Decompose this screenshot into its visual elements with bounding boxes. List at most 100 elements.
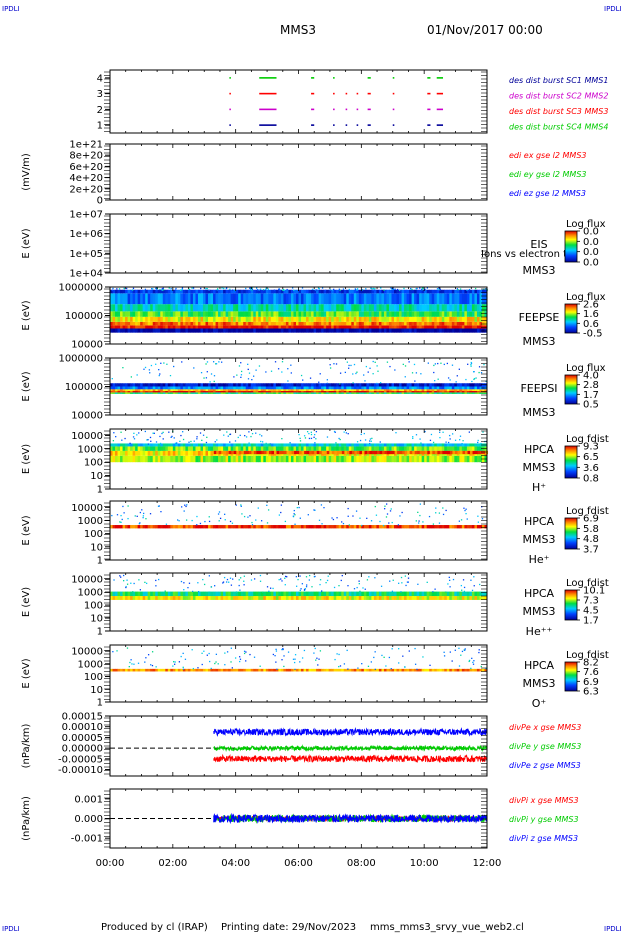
heatmap-cell (213, 446, 216, 451)
heatmap-cell (394, 443, 397, 447)
heatmap-speckle (112, 440, 115, 442)
heatmap-cell (469, 311, 473, 317)
heatmap-cell (313, 304, 317, 312)
heatmap-speckle (356, 289, 358, 291)
heatmap-cell (290, 293, 294, 305)
heatmap-speckle (391, 288, 394, 291)
heatmap-cell (180, 325, 184, 329)
heatmap-cell (424, 392, 428, 394)
heatmap-cell (373, 446, 377, 451)
heatmap-cell (401, 321, 405, 326)
heatmap-speckle (238, 579, 240, 581)
heatmap-cell (175, 289, 179, 294)
heatmap-cell (474, 328, 478, 333)
heatmap-cell (238, 668, 242, 672)
ytick-label: 100 (84, 601, 103, 612)
heatmap-speckle (218, 361, 220, 363)
heatmap-cell (396, 390, 400, 393)
heatmap-cell (441, 443, 445, 447)
heatmap-cell (167, 321, 171, 326)
heatmap-speckle (292, 515, 295, 517)
instrument-label: FEEPSE (519, 311, 560, 324)
heatmap-speckle (446, 362, 449, 365)
heatmap-cell (167, 455, 171, 463)
heatmap-cell (160, 392, 164, 394)
heatmap-cell (240, 304, 244, 312)
heatmap-speckle (420, 373, 422, 375)
heatmap-speckle (372, 289, 374, 291)
heatmap-cell (288, 328, 292, 333)
heatmap-cell (223, 596, 227, 600)
heatmap-cell (218, 389, 221, 391)
heatmap-cell (243, 311, 247, 317)
heatmap-cell (386, 316, 390, 322)
heatmap-cell (130, 446, 134, 451)
heatmap-cell (278, 389, 282, 391)
heatmap-cell (268, 316, 272, 322)
burst-segment-2 (229, 108, 231, 111)
heatmap-cell (439, 389, 443, 391)
heatmap-cell (446, 293, 450, 305)
heatmap-speckle (133, 438, 136, 440)
heatmap-cell (255, 304, 259, 312)
heatmap-cell (210, 392, 214, 394)
heatmap-cell (187, 383, 191, 387)
heatmap-speckle (314, 575, 316, 578)
heatmap-cell (255, 389, 259, 391)
heatmap-cell (120, 596, 123, 600)
heatmap-cell (399, 596, 402, 600)
heatmap-speckle (203, 583, 206, 586)
heatmap-cell (348, 304, 352, 312)
heatmap-cell (366, 450, 370, 455)
heatmap-cell (316, 328, 320, 333)
heatmap-cell (275, 392, 279, 394)
heatmap-speckle (445, 441, 447, 443)
heatmap-speckle (427, 362, 429, 364)
heatmap-speckle (319, 373, 321, 375)
heatmap-cell (213, 325, 216, 329)
heatmap-cell (376, 289, 380, 294)
heatmap-speckle (468, 288, 471, 291)
heatmap-speckle (159, 373, 161, 375)
heatmap-cell (363, 390, 367, 393)
heatmap-cell (260, 328, 264, 333)
heatmap-cell (308, 596, 312, 600)
heatmap-cell (308, 443, 312, 447)
heatmap-cell (323, 525, 327, 529)
heatmap-speckle (155, 363, 157, 365)
heatmap-cell (358, 311, 362, 317)
heatmap-cell (396, 668, 400, 672)
heatmap-cell (175, 443, 179, 447)
heatmap-cell (192, 386, 196, 390)
heatmap-cell (358, 596, 362, 600)
heatmap-speckle (259, 288, 262, 290)
heatmap-cell (283, 311, 287, 317)
heatmap-cell (348, 596, 352, 600)
heatmap-speckle (277, 368, 280, 370)
heatmap-cell (356, 446, 360, 451)
heatmap-cell (471, 325, 475, 329)
heatmap-cell (205, 316, 209, 322)
heatmap-cell (283, 321, 287, 326)
heatmap-cell (130, 591, 134, 597)
heatmap-speckle (241, 513, 243, 515)
heatmap-cell (368, 304, 372, 312)
heatmap-cell (235, 316, 239, 322)
heatmap-speckle (463, 586, 466, 589)
heatmap-cell (474, 304, 478, 312)
heatmap-cell (401, 443, 405, 447)
heatmap-cell (333, 289, 337, 294)
heatmap-cell (140, 525, 144, 529)
heatmap-speckle (432, 591, 434, 593)
heatmap-cell (187, 596, 191, 600)
heatmap-cell (326, 596, 330, 600)
heatmap-cell (155, 383, 159, 387)
heatmap-cell (288, 311, 292, 317)
heatmap-speckle (182, 666, 184, 668)
heatmap-cell (323, 304, 327, 312)
heatmap-cell (454, 392, 458, 394)
heatmap-cell (205, 304, 209, 312)
heatmap-speckle (190, 440, 192, 443)
heatmap-cell (250, 325, 254, 329)
heatmap-cell (122, 325, 126, 329)
